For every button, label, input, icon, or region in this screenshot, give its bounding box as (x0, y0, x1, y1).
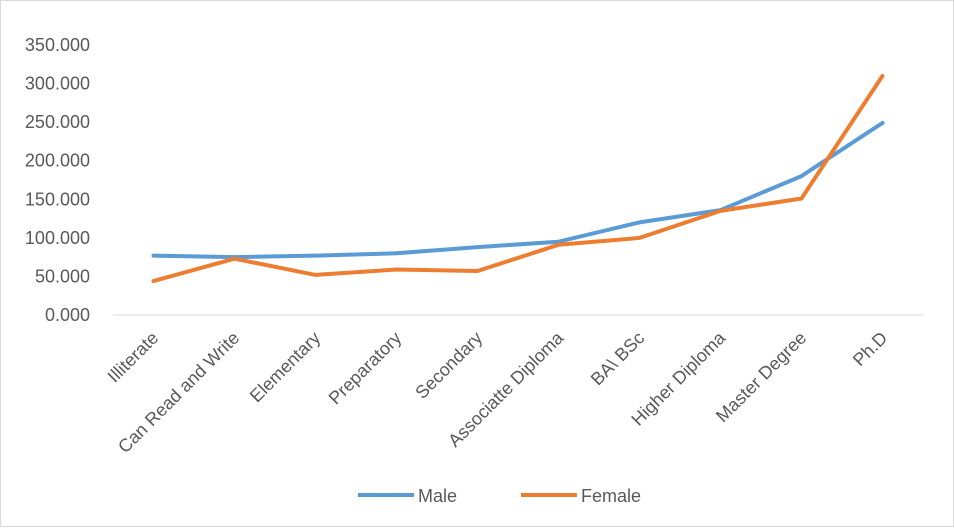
x-tick-label: Elementary (246, 328, 325, 407)
y-tick-label: 350.000 (25, 35, 90, 55)
y-tick-label: 200.000 (25, 151, 90, 171)
legend-label-female: Female (581, 486, 641, 506)
x-tick-label: BA\ BSc (587, 328, 649, 390)
y-tick-label: 100.000 (25, 228, 90, 248)
x-tick-label: Illiterate (104, 328, 163, 387)
y-tick-label: 300.000 (25, 74, 90, 94)
legend-label-male: Male (418, 486, 457, 506)
x-tick-label: Secondary (411, 328, 486, 403)
series-lines (153, 76, 882, 281)
y-tick-label: 150.000 (25, 189, 90, 209)
y-tick-label: 250.000 (25, 112, 90, 132)
x-tick-label: Ph.D (849, 328, 891, 370)
x-tick-label: Preparatory (325, 328, 406, 409)
series-line-female (154, 76, 883, 281)
series-line-male (154, 123, 883, 257)
y-axis-ticks: 0.000 50.000 100.000 150.000 200.000 250.000 3… (25, 35, 90, 325)
y-tick-label: 50.000 (35, 266, 90, 286)
legend: Male Female (358, 486, 641, 506)
y-tick-label: 0.000 (45, 305, 90, 325)
